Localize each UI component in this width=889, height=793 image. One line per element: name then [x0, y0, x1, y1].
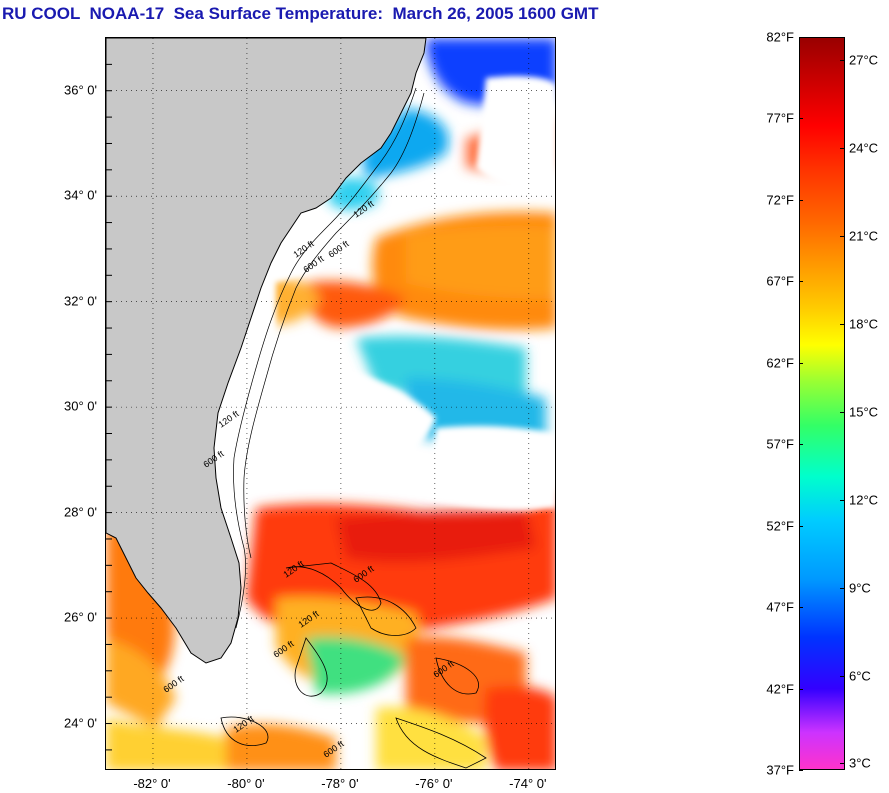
land-mass — [106, 38, 427, 664]
colorbar-tick-mark — [799, 607, 803, 609]
colorbar-tick-mark — [799, 199, 803, 201]
colorbar-tick-mark — [799, 118, 803, 120]
fahrenheit-tick-label: 77°F — [766, 110, 794, 126]
colorbar-tick-mark — [799, 362, 803, 364]
fahrenheit-tick-label: 52°F — [766, 518, 794, 534]
colorbar-tick-mark — [799, 37, 803, 38]
lon-tick-label: -74° 0' — [509, 776, 547, 791]
colorbar-tick-mark — [799, 770, 803, 771]
fahrenheit-tick-label: 42°F — [766, 681, 794, 697]
sst-map: 120 ft 600 ft 120 ft 600 ft 120 ft 600 ft 120 … — [105, 37, 556, 770]
lat-tick-label: 24° 0' — [64, 715, 97, 731]
lat-tick-label: 28° 0' — [64, 504, 97, 520]
lat-tick-label: 30° 0' — [64, 398, 97, 414]
celsius-tick-label: 3°C — [849, 755, 871, 771]
celsius-tick-label: 9°C — [849, 580, 871, 596]
colorbar-tick-mark — [840, 675, 844, 677]
fahrenheit-tick-label: 57°F — [766, 436, 794, 452]
celsius-tick-label: 15°C — [849, 404, 879, 420]
fahrenheit-tick-label: 47°F — [766, 599, 794, 615]
colorbar-tick-mark — [840, 499, 844, 501]
contour-depth-label: 600 ft — [161, 673, 186, 694]
temperature-colorbar — [799, 37, 845, 770]
celsius-tick-label: 21°C — [849, 228, 879, 244]
lat-tick-label: 26° 0' — [64, 609, 97, 625]
colorbar-tick-mark — [799, 688, 803, 690]
colorbar-tick-mark — [840, 763, 844, 765]
colorbar-tick-mark — [840, 323, 844, 325]
lon-tick-label: -76° 0' — [415, 776, 453, 791]
colorbar-tick-mark — [799, 444, 803, 446]
lat-tick-label: 32° 0' — [64, 293, 97, 309]
lat-tick-label: 34° 0' — [64, 187, 97, 203]
lat-tick-label: 36° 0' — [64, 82, 97, 98]
colorbar-tick-mark — [799, 281, 803, 283]
fahrenheit-tick-label: 37°F — [766, 762, 794, 778]
bathymetry-contours — [233, 87, 425, 629]
lon-tick-label: -78° 0' — [321, 776, 359, 791]
celsius-tick-label: 18°C — [849, 316, 879, 332]
celsius-tick-label: 6°C — [849, 668, 871, 684]
fahrenheit-tick-label: 82°F — [766, 29, 794, 45]
map-title: RU COOL NOAA-17 Sea Surface Temperature:… — [2, 4, 599, 23]
colorbar-tick-mark — [840, 147, 844, 149]
colorbar-tick-mark — [840, 587, 844, 589]
lon-tick-label: -80° 0' — [227, 776, 265, 791]
colorbar-tick-mark — [799, 525, 803, 527]
celsius-tick-label: 27°C — [849, 52, 879, 68]
colorbar-tick-mark — [840, 411, 844, 413]
fahrenheit-tick-label: 62°F — [766, 355, 794, 371]
colorbar-tick-mark — [840, 235, 844, 237]
lon-tick-label: -82° 0' — [133, 776, 171, 791]
bahamas-contours — [220, 562, 487, 769]
colorbar-tick-mark — [840, 59, 844, 61]
lat-lon-grid — [106, 38, 555, 769]
fahrenheit-tick-label: 67°F — [766, 273, 794, 289]
fahrenheit-tick-label: 72°F — [766, 192, 794, 208]
celsius-tick-label: 24°C — [849, 140, 879, 156]
celsius-tick-label: 12°C — [849, 492, 879, 508]
